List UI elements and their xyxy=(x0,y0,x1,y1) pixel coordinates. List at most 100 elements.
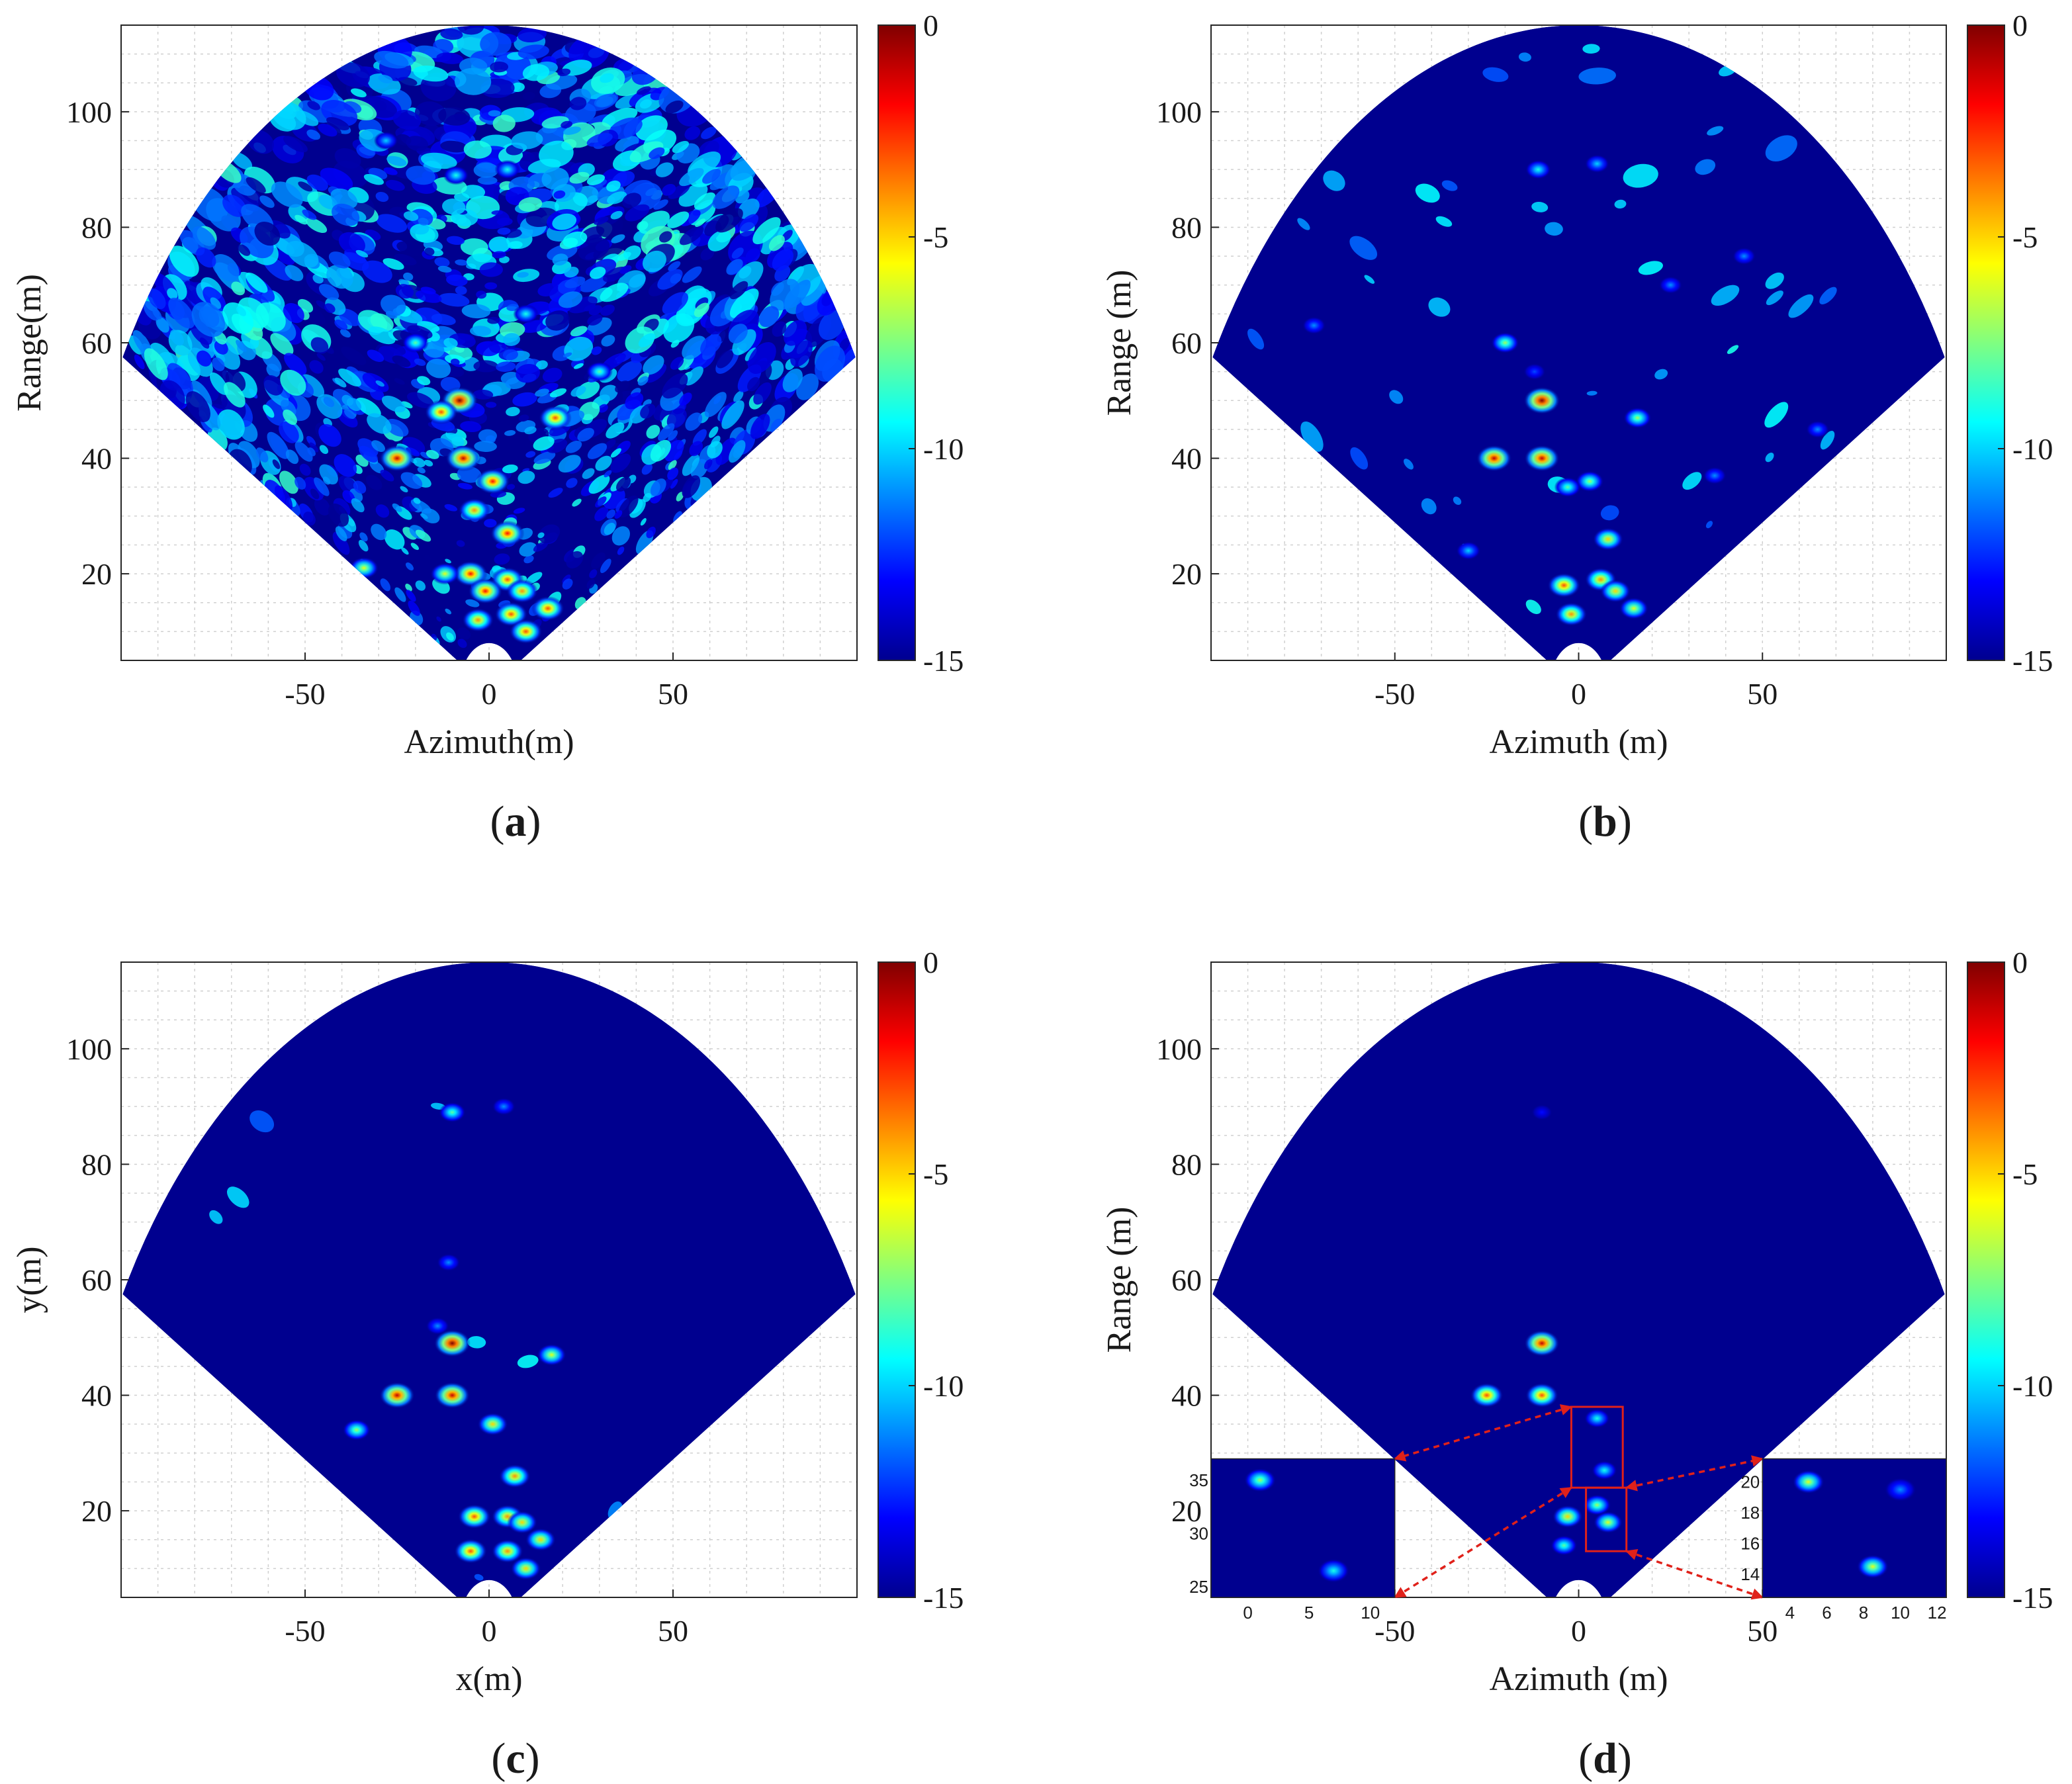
clutter-blob xyxy=(568,296,598,314)
clutter-blob xyxy=(426,449,439,459)
target-point xyxy=(475,468,510,494)
clutter-blob xyxy=(496,361,516,372)
clutter-blob xyxy=(538,524,561,544)
clutter-blob xyxy=(410,224,439,243)
clutter-blob xyxy=(577,427,594,442)
clutter-blob xyxy=(770,279,800,311)
clutter-blob xyxy=(307,447,316,457)
clutter-blob xyxy=(191,380,212,409)
clutter-blob xyxy=(667,467,679,480)
clutter-blob xyxy=(484,519,497,528)
clutter-blob xyxy=(457,627,471,640)
clutter-blob xyxy=(484,282,498,290)
clutter-blob xyxy=(640,517,647,526)
clutter-blob xyxy=(266,363,280,378)
clutter-blob xyxy=(657,269,683,290)
clutter-blob xyxy=(473,162,499,178)
clutter-blob xyxy=(407,392,434,408)
clutter-blob xyxy=(294,476,306,490)
clutter-blob xyxy=(1404,459,1414,470)
clutter-blob xyxy=(728,324,748,343)
target-point xyxy=(499,1464,531,1488)
clutter-blob xyxy=(414,101,447,126)
clutter-blob xyxy=(569,97,587,111)
clutter-blob xyxy=(594,93,617,108)
clutter-blob xyxy=(704,392,727,418)
clutter-blob xyxy=(209,1210,223,1224)
clutter-blob xyxy=(790,340,813,367)
clutter-blob xyxy=(563,352,572,358)
target-point xyxy=(443,165,469,185)
clutter-blob xyxy=(584,304,596,312)
clutter-blob xyxy=(729,281,748,300)
clutter-blob xyxy=(1518,52,1531,62)
clutter-blob xyxy=(217,409,245,440)
clutter-blob xyxy=(334,319,348,330)
clutter-blob xyxy=(424,247,435,256)
clutter-blob xyxy=(645,363,667,383)
clutter-blob xyxy=(210,297,222,309)
clutter-blob xyxy=(328,251,351,269)
target-point xyxy=(1584,154,1609,173)
target-point xyxy=(1476,445,1512,472)
clutter-blob xyxy=(222,302,253,334)
clutter-blob xyxy=(1349,236,1378,260)
clutter-blob xyxy=(1788,294,1814,318)
clutter-blob xyxy=(625,392,644,410)
clutter-blob xyxy=(578,237,610,261)
clutter-blob xyxy=(238,244,251,256)
target-point xyxy=(507,1511,538,1534)
clutter-blob xyxy=(637,376,649,386)
target-point xyxy=(457,1504,491,1529)
colorbar-tick-label: -15 xyxy=(923,1581,964,1615)
target-point xyxy=(1592,527,1623,551)
clutter-blob xyxy=(747,342,776,375)
target-point xyxy=(1470,1382,1504,1408)
clutter-blob xyxy=(294,214,308,225)
clutter-blob xyxy=(737,199,760,219)
clutter-blob xyxy=(586,578,596,589)
zoom-arrow xyxy=(1394,1404,1573,1462)
y-tick-label: 60 xyxy=(1171,1263,1202,1297)
image-field xyxy=(1212,25,1945,660)
clutter-blob xyxy=(434,257,450,267)
clutter-blob xyxy=(284,353,307,375)
y-tick-label: 20 xyxy=(1171,1494,1202,1528)
clutter-blob xyxy=(595,496,607,508)
target-point xyxy=(434,1382,471,1409)
clutter-blob xyxy=(246,177,266,193)
y-tick-label: 40 xyxy=(81,442,112,476)
clutter-blob xyxy=(355,249,369,257)
clutter-blob xyxy=(492,114,516,132)
clutter-blob xyxy=(437,265,452,273)
colorbar-gradient xyxy=(1967,24,2005,661)
target-point xyxy=(531,596,564,621)
y-tick-label: 80 xyxy=(81,1147,112,1181)
target-point xyxy=(1456,541,1481,560)
inset-target-point xyxy=(1856,1554,1889,1579)
clutter-blob xyxy=(617,360,643,382)
clutter-blob xyxy=(682,454,700,476)
target-point xyxy=(402,332,429,353)
clutter-blob xyxy=(183,281,207,307)
x-tick-label: 0 xyxy=(482,677,497,711)
clutter-blob xyxy=(557,68,571,77)
clutter-blob xyxy=(473,389,494,400)
clutter-blob xyxy=(336,62,370,88)
clutter-blob xyxy=(650,439,672,462)
clutter-blob xyxy=(363,173,384,185)
clutter-blob xyxy=(279,470,298,494)
y-tick-label: 40 xyxy=(1171,1379,1202,1413)
clutter-blob xyxy=(210,372,228,395)
clutter-blob xyxy=(533,541,549,552)
clutter-blob xyxy=(1765,135,1797,161)
clutter-blob xyxy=(386,156,407,166)
clutter-blob xyxy=(694,192,716,210)
clutter-blob xyxy=(500,322,525,338)
clutter-blob xyxy=(753,382,772,405)
clutter-blob xyxy=(606,180,621,192)
inset-x-tick-label: 5 xyxy=(1304,1603,1314,1623)
clutter-blob xyxy=(191,302,225,337)
clutter-speckle xyxy=(1247,44,1837,614)
